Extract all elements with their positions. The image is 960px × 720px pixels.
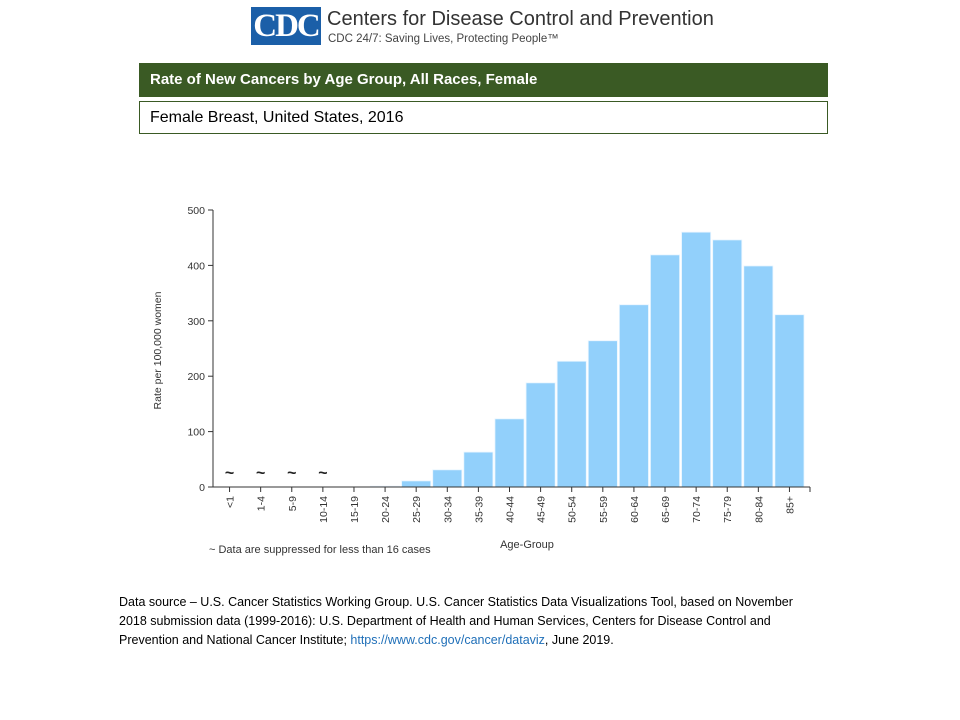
x-tick-label: 1-4 bbox=[256, 496, 268, 511]
bar-75-79 bbox=[712, 239, 743, 488]
x-tick-label: 75-79 bbox=[722, 496, 734, 523]
bar-60-64 bbox=[618, 304, 649, 488]
y-tick-label: 300 bbox=[187, 316, 205, 328]
bar-85+ bbox=[774, 314, 805, 488]
x-tick-label: 30-34 bbox=[442, 496, 454, 523]
bar-80-84 bbox=[743, 265, 774, 488]
x-tick-label: 20-24 bbox=[380, 496, 392, 523]
x-tick-label: 85+ bbox=[784, 496, 796, 514]
bar-55-59 bbox=[587, 340, 618, 488]
logo-text: CDC bbox=[253, 7, 320, 44]
source-date: , June 2019. bbox=[544, 633, 614, 647]
y-tick-label: 200 bbox=[187, 371, 205, 383]
x-tick-label: 35-39 bbox=[473, 496, 485, 523]
x-tick-label: 40-44 bbox=[505, 496, 517, 523]
suppressed-marker: ~ bbox=[318, 465, 327, 482]
bar-45-49 bbox=[525, 382, 556, 488]
footnote: ~ Data are suppressed for less than 16 c… bbox=[209, 544, 431, 556]
bar-70-74 bbox=[681, 231, 712, 488]
x-tick-label: 60-64 bbox=[629, 496, 641, 523]
x-tick-label: 55-59 bbox=[598, 496, 610, 523]
bar-25-29 bbox=[401, 480, 432, 488]
x-tick-label: 70-74 bbox=[691, 496, 703, 523]
bar-65-69 bbox=[650, 254, 680, 488]
org-name: Centers for Disease Control and Preventi… bbox=[327, 8, 714, 30]
x-tick-label: 65-69 bbox=[660, 496, 672, 523]
y-tick-label: 400 bbox=[187, 260, 205, 272]
y-axis-label: Rate per 100,000 women bbox=[152, 291, 164, 409]
suppressed-marker: ~ bbox=[256, 465, 265, 482]
y-tick-label: 500 bbox=[187, 205, 205, 217]
x-tick-label: 50-54 bbox=[567, 496, 579, 523]
y-tick-label: 100 bbox=[187, 427, 205, 439]
cdc-logo: CDC bbox=[251, 7, 321, 45]
x-tick-label: 5-9 bbox=[287, 496, 299, 511]
x-axis-label: Age-Group bbox=[500, 539, 554, 551]
source-text: Data source – U.S. Cancer Statistics Wor… bbox=[119, 595, 793, 647]
chart-title: Rate of New Cancers by Age Group, All Ra… bbox=[139, 63, 828, 97]
suppressed-marker: ~ bbox=[225, 465, 234, 482]
y-tick-label: 0 bbox=[199, 482, 205, 494]
chart-subtitle: Female Breast, United States, 2016 bbox=[139, 101, 828, 134]
x-tick-label: 25-29 bbox=[411, 496, 423, 523]
suppressed-marker: ~ bbox=[287, 465, 296, 482]
x-tick-label: 45-49 bbox=[536, 496, 548, 523]
x-tick-label: <1 bbox=[225, 496, 237, 508]
x-tick-label: 80-84 bbox=[753, 496, 765, 523]
bar-30-34 bbox=[432, 469, 463, 488]
x-tick-label: 10-14 bbox=[318, 496, 330, 523]
tagline: CDC 24/7: Saving Lives, Protecting Peopl… bbox=[328, 33, 559, 45]
bar-35-39 bbox=[463, 451, 494, 488]
x-tick-label: 15-19 bbox=[349, 496, 361, 523]
bar-40-44 bbox=[494, 418, 525, 488]
bar-50-54 bbox=[556, 360, 587, 488]
data-source: Data source – U.S. Cancer Statistics Wor… bbox=[119, 593, 819, 650]
source-link[interactable]: https://www.cdc.gov/cancer/dataviz bbox=[350, 633, 545, 647]
